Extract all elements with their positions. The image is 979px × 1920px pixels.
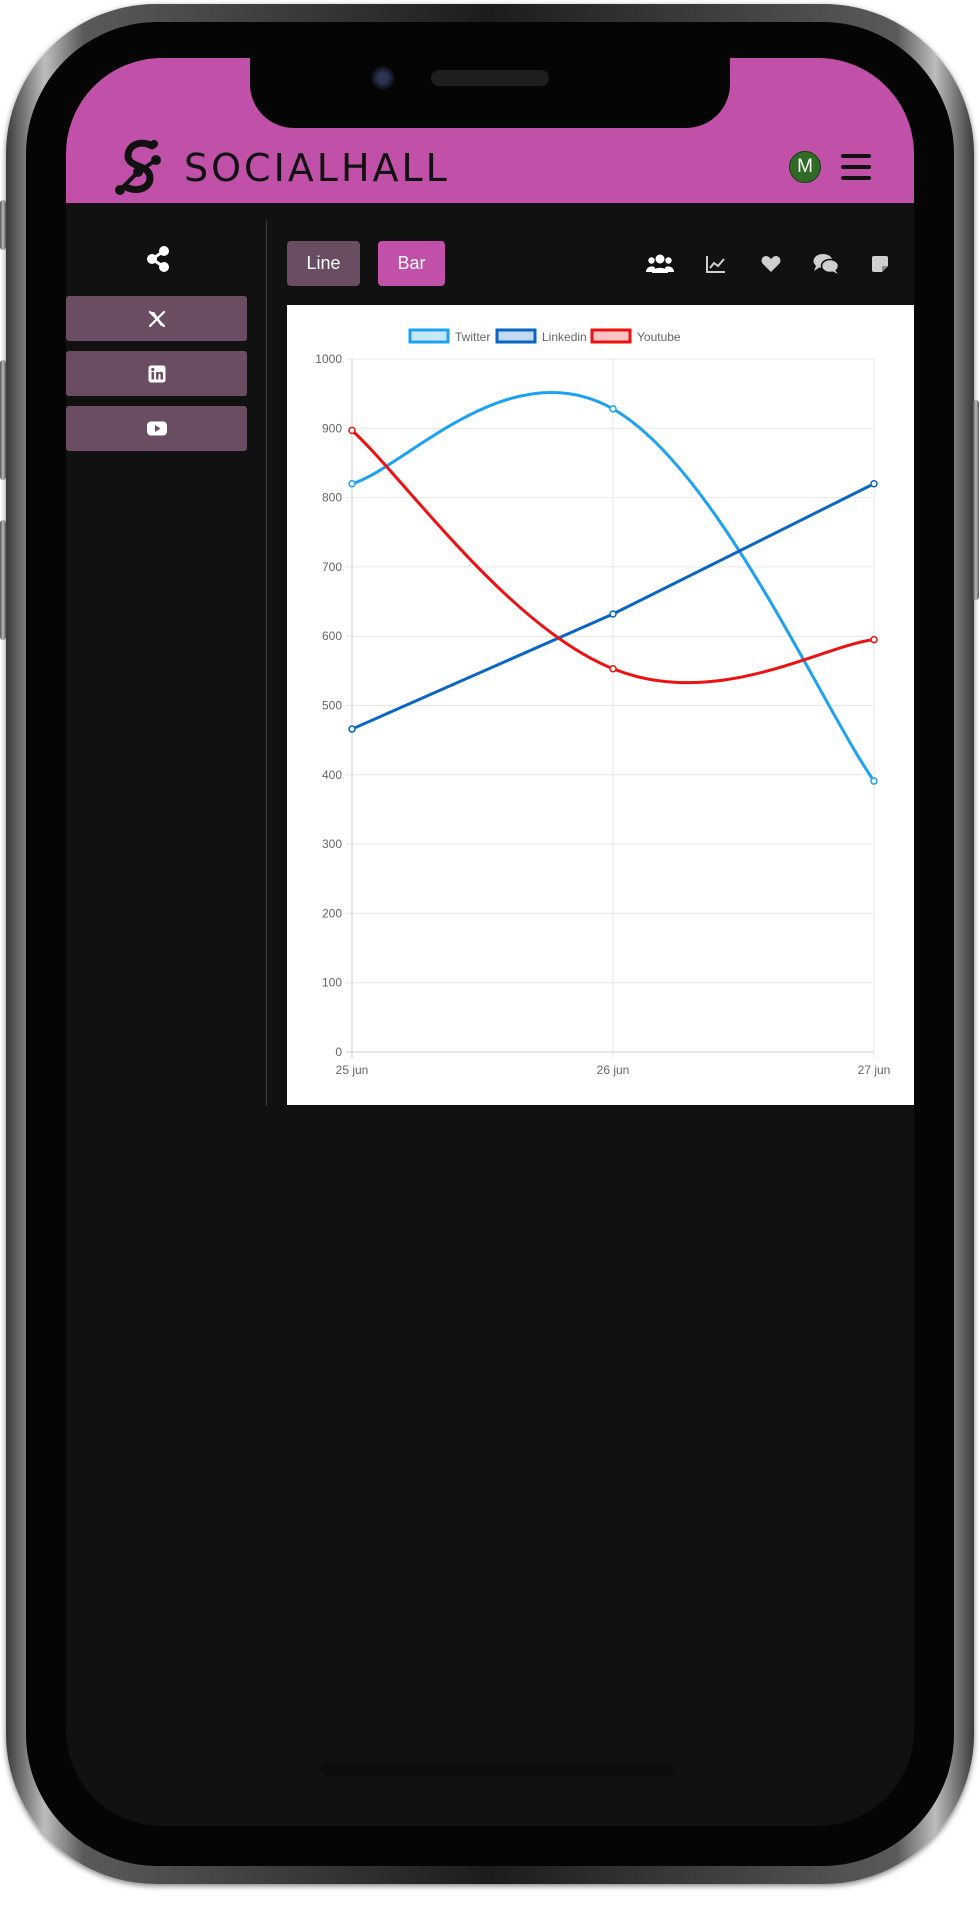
chart-card: 0 100 200 300 400 500 600 700 800 900 1000 25 jun 26… (287, 305, 914, 1105)
legend-label-twitter: Twitter (455, 330, 490, 344)
data-point-twitter (609, 405, 617, 413)
y-tick-label: 600 (322, 629, 342, 643)
phone-screen: SOCIALHALL M (66, 58, 914, 1826)
bar-chart-button[interactable]: Bar (378, 241, 445, 286)
data-point-linkedin (609, 610, 617, 618)
data-point-youtube (609, 665, 617, 673)
legend-label-linkedin: Linkedin (542, 330, 587, 344)
line-chart: 0 100 200 300 400 500 600 700 800 900 1000 25 jun 26… (315, 328, 891, 1077)
y-tick-label: 300 (322, 837, 342, 851)
y-tick-label: 100 (322, 976, 342, 990)
socialhall-logo-icon (115, 139, 161, 195)
x-tick-label: 27 jun (858, 1063, 891, 1077)
note-icon[interactable] (866, 251, 894, 277)
share-icon (147, 246, 169, 272)
y-tick-label: 700 (322, 560, 342, 574)
y-tick-label: 800 (322, 491, 342, 505)
heart-icon[interactable] (757, 251, 785, 277)
hamburger-menu-icon[interactable] (841, 154, 873, 180)
line-chart-button[interactable]: Line (287, 241, 360, 286)
series-line-twitter (351, 390, 876, 782)
sidebar-item-youtube[interactable] (66, 406, 247, 451)
brand-name: SOCIALHALL (184, 146, 450, 190)
users-icon[interactable] (646, 251, 674, 277)
x-tick-label: 25 jun (336, 1063, 369, 1077)
y-tick-label: 900 (322, 421, 342, 435)
youtube-icon (146, 421, 167, 436)
y-tick-label: 0 (335, 1045, 342, 1059)
app-header: SOCIALHALL M (66, 58, 914, 203)
comments-icon[interactable] (812, 251, 840, 277)
home-indicator (320, 1762, 674, 1776)
user-avatar[interactable]: M (789, 151, 821, 183)
data-point-twitter (870, 777, 878, 785)
sidebar-item-linkedin[interactable] (66, 351, 247, 396)
data-point-linkedin (348, 725, 356, 733)
linkedin-icon (148, 365, 165, 382)
phone-volume-up (0, 360, 6, 480)
x-tick-label: 26 jun (597, 1063, 630, 1077)
series-line-youtube (350, 429, 875, 685)
phone-mute-switch (0, 200, 6, 250)
chart-line-icon[interactable] (702, 251, 730, 277)
legend-swatch-linkedin (495, 328, 537, 344)
data-point-twitter (348, 479, 356, 488)
data-point-linkedin (870, 479, 878, 488)
phone-power-button (973, 400, 979, 600)
phone-volume-down (0, 520, 6, 640)
y-tick-label: 500 (322, 699, 342, 713)
data-point-youtube (348, 426, 356, 435)
y-tick-label: 200 (322, 906, 342, 920)
y-tick-label: 1000 (315, 352, 342, 366)
y-tick-label: 400 (322, 768, 342, 782)
earpiece-speaker (431, 70, 549, 86)
sidebar-divider (266, 221, 267, 1106)
data-point-youtube (870, 635, 878, 644)
front-camera (371, 66, 395, 90)
legend-swatch-twitter (408, 328, 450, 344)
phone-notch (250, 58, 730, 128)
x-logo-icon (148, 310, 165, 327)
legend-label-youtube: Youtube (637, 330, 681, 344)
sidebar-item-x-twitter[interactable] (66, 296, 247, 341)
legend-swatch-youtube (590, 328, 632, 344)
